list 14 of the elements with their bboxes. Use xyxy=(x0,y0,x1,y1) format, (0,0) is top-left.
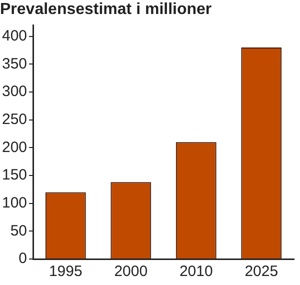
x-tick-label: 2010 xyxy=(179,263,213,280)
y-tick-label: 300 xyxy=(2,83,28,100)
x-tick-label: 1995 xyxy=(48,263,82,280)
y-tick-label: 100 xyxy=(2,194,28,212)
x-tick-label: 2025 xyxy=(244,263,278,280)
y-tick-label: 200 xyxy=(2,138,28,156)
y-axis-title: Prevalensestimat i millioner xyxy=(0,1,212,18)
y-tick-label: 0 xyxy=(18,250,28,268)
y-tick-label: 350 xyxy=(2,55,28,72)
y-tick-label: 400 xyxy=(2,27,28,44)
y-tick-label: 250 xyxy=(2,110,28,128)
y-tick-label: 50 xyxy=(10,222,28,240)
y-tick-label: 150 xyxy=(2,166,28,184)
x-tick-label: 2000 xyxy=(114,263,148,280)
